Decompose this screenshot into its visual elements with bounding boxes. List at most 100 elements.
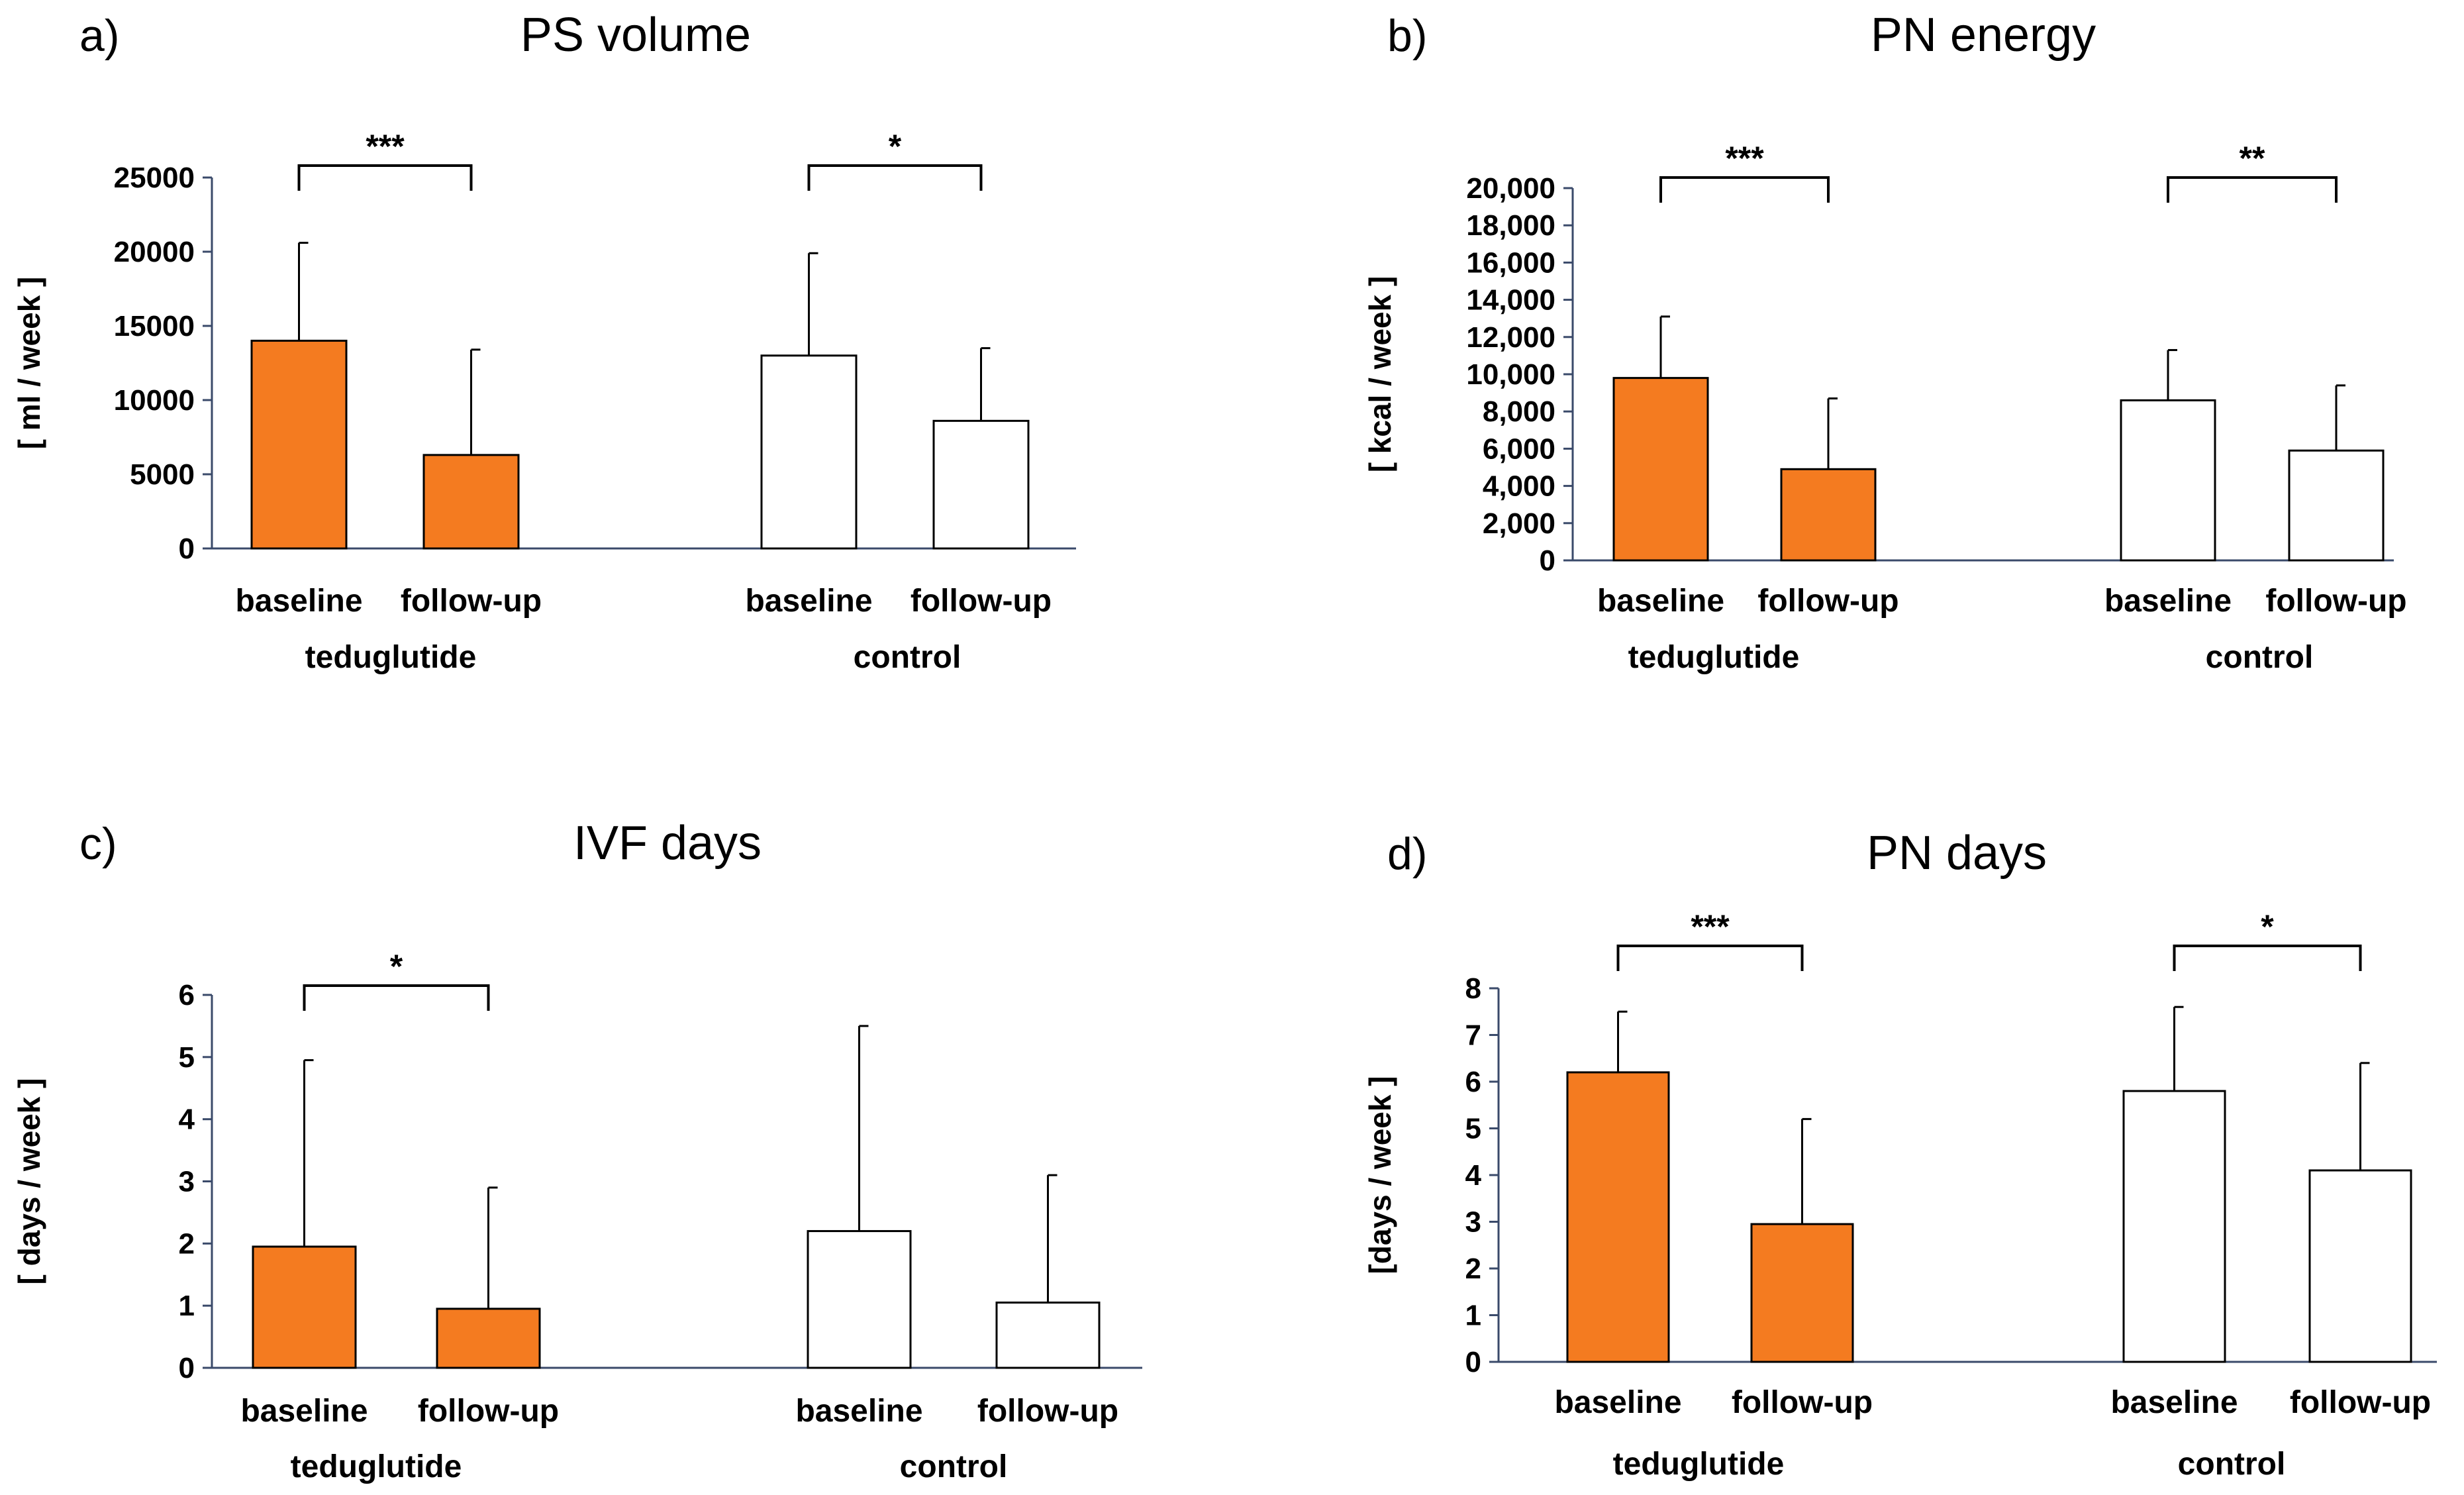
y-tick-label: 6,000 — [1483, 433, 1555, 465]
bar — [1612, 377, 1709, 562]
y-tick-label: 12,000 — [1466, 321, 1555, 354]
y-tick-label: 7 — [1465, 1019, 1481, 1052]
y-tick-label: 3 — [1465, 1206, 1481, 1239]
group-label: control — [2178, 1447, 2286, 1482]
panel-label: a) — [79, 11, 119, 61]
y-tick-label: 16,000 — [1466, 246, 1555, 279]
y-axis-label: [days / week ] — [1363, 1076, 1397, 1274]
y-tick-label: 15000 — [114, 310, 195, 342]
chart-panel: d) PN days [days / week ] 0 1 2 3 4 5 6 7 8 baseline… — [1363, 827, 2437, 1482]
x-category-label: follow-up — [1757, 584, 1898, 619]
y-tick-label: 8,000 — [1483, 395, 1555, 428]
x-category-label: baseline — [2104, 584, 2232, 619]
significance-marker: *** — [366, 128, 405, 165]
y-tick-label: 14,000 — [1466, 284, 1555, 317]
x-category-label: baseline — [1554, 1385, 1681, 1420]
bar — [2288, 449, 2385, 562]
x-category-label: baseline — [235, 584, 362, 619]
significance-marker: *** — [1691, 908, 1730, 945]
bar — [2122, 1090, 2226, 1363]
significance-marker: * — [390, 948, 403, 985]
chart-title: IVF days — [573, 817, 762, 870]
significance-marker: * — [2261, 908, 2274, 945]
y-tick-label: 2 — [179, 1227, 195, 1260]
x-category-label: baseline — [2110, 1385, 2238, 1420]
y-tick-label: 0 — [179, 533, 195, 565]
group-label: control — [2206, 640, 2314, 675]
chart-title: PN energy — [1871, 9, 2096, 62]
y-tick-label: 1 — [1465, 1300, 1481, 1332]
bar — [1750, 1223, 1854, 1363]
x-category-label: baseline — [795, 1394, 922, 1429]
y-tick-label: 0 — [1540, 544, 1555, 577]
x-category-label: baseline — [745, 584, 872, 619]
bar — [436, 1308, 541, 1369]
y-tick-label: 2,000 — [1483, 507, 1555, 540]
y-tick-label: 5 — [1465, 1113, 1481, 1145]
y-tick-label: 4 — [1465, 1159, 1482, 1192]
y-axis-label: [ days / week ] — [12, 1078, 46, 1285]
bar — [2120, 399, 2216, 562]
chart-panel: b) PN energy [ kcal / week ] 0 2,000 4,000 6,0… — [1363, 9, 2407, 675]
y-tick-label: 0 — [179, 1352, 195, 1384]
y-tick-label: 4,000 — [1483, 470, 1555, 503]
group-label: teduglutide — [1613, 1447, 1785, 1482]
chart-title: PS volume — [520, 9, 751, 62]
panel-label: b) — [1387, 11, 1427, 61]
chart-panel: c) IVF days [ days / week ] 0 1 2 3 4 5 6 baseline… — [12, 817, 1142, 1484]
y-tick-label: 1 — [179, 1290, 195, 1322]
significance-bracket — [807, 164, 983, 191]
bar — [807, 1230, 912, 1369]
y-tick-label: 6 — [179, 979, 195, 1011]
y-tick-label: 18,000 — [1466, 209, 1555, 242]
bar — [252, 1245, 357, 1369]
bar — [995, 1301, 1101, 1369]
bar — [932, 419, 1030, 550]
y-tick-label: 10,000 — [1466, 358, 1555, 391]
chart-panel: a) PS volume [ ml / week ] 0 5000 10000 15000 2… — [12, 9, 1076, 675]
y-tick-label: 25000 — [114, 162, 195, 194]
x-category-label: follow-up — [911, 584, 1052, 619]
x-category-label: follow-up — [418, 1394, 559, 1429]
group-label: teduglutide — [305, 640, 477, 675]
y-tick-label: 6 — [1465, 1066, 1481, 1098]
significance-bracket — [303, 984, 490, 1011]
y-tick-label: 20000 — [114, 236, 195, 268]
group-label: control — [854, 640, 961, 675]
group-label: teduglutide — [1628, 640, 1800, 675]
x-category-label: baseline — [1597, 584, 1724, 619]
y-axis-label: [ kcal / week ] — [1363, 276, 1397, 473]
x-category-label: follow-up — [2290, 1385, 2431, 1420]
y-tick-label: 3 — [179, 1166, 195, 1198]
y-tick-label: 10000 — [114, 384, 195, 417]
y-tick-label: 8 — [1465, 972, 1481, 1005]
bar — [1780, 468, 1877, 562]
significance-marker: *** — [1725, 140, 1764, 177]
panel-label: c) — [79, 819, 117, 869]
y-tick-label: 5000 — [130, 458, 195, 491]
significance-bracket — [1659, 176, 1830, 203]
y-axis-label: [ ml / week ] — [12, 277, 46, 450]
significance-marker: * — [889, 128, 902, 165]
significance-marker: ** — [2240, 140, 2265, 177]
significance-bracket — [297, 164, 473, 191]
y-tick-label: 20,000 — [1466, 172, 1555, 205]
x-category-label: follow-up — [2265, 584, 2406, 619]
bar — [2308, 1169, 2412, 1363]
x-category-label: follow-up — [977, 1394, 1118, 1429]
chart-title: PN days — [1867, 827, 2047, 880]
significance-bracket — [2167, 176, 2338, 203]
y-tick-label: 5 — [179, 1041, 195, 1074]
x-category-label: baseline — [240, 1394, 368, 1429]
significance-bracket — [1616, 945, 1804, 971]
y-tick-label: 0 — [1465, 1346, 1481, 1378]
y-tick-label: 2 — [1465, 1253, 1481, 1285]
x-category-label: follow-up — [401, 584, 542, 619]
significance-bracket — [2173, 945, 2362, 971]
bar — [1566, 1071, 1670, 1363]
x-category-label: follow-up — [1732, 1385, 1873, 1420]
group-label: control — [900, 1449, 1008, 1484]
group-label: teduglutide — [291, 1449, 462, 1484]
bar — [422, 454, 520, 550]
